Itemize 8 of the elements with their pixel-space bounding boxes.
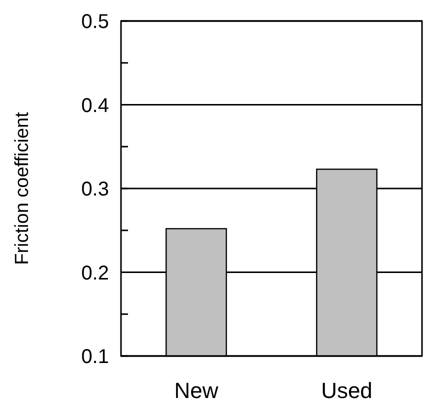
x-tick-label: Used <box>321 378 372 403</box>
y-tick-label: 0.1 <box>81 346 109 368</box>
y-tick-label: 0.3 <box>81 178 109 200</box>
x-tick-label: New <box>174 378 218 403</box>
y-tick-label: 0.2 <box>81 262 109 284</box>
y-axis-title: Friction coefficient <box>12 111 33 265</box>
y-tick-label: 0.5 <box>81 11 109 33</box>
y-tick-label: 0.4 <box>81 94 109 117</box>
